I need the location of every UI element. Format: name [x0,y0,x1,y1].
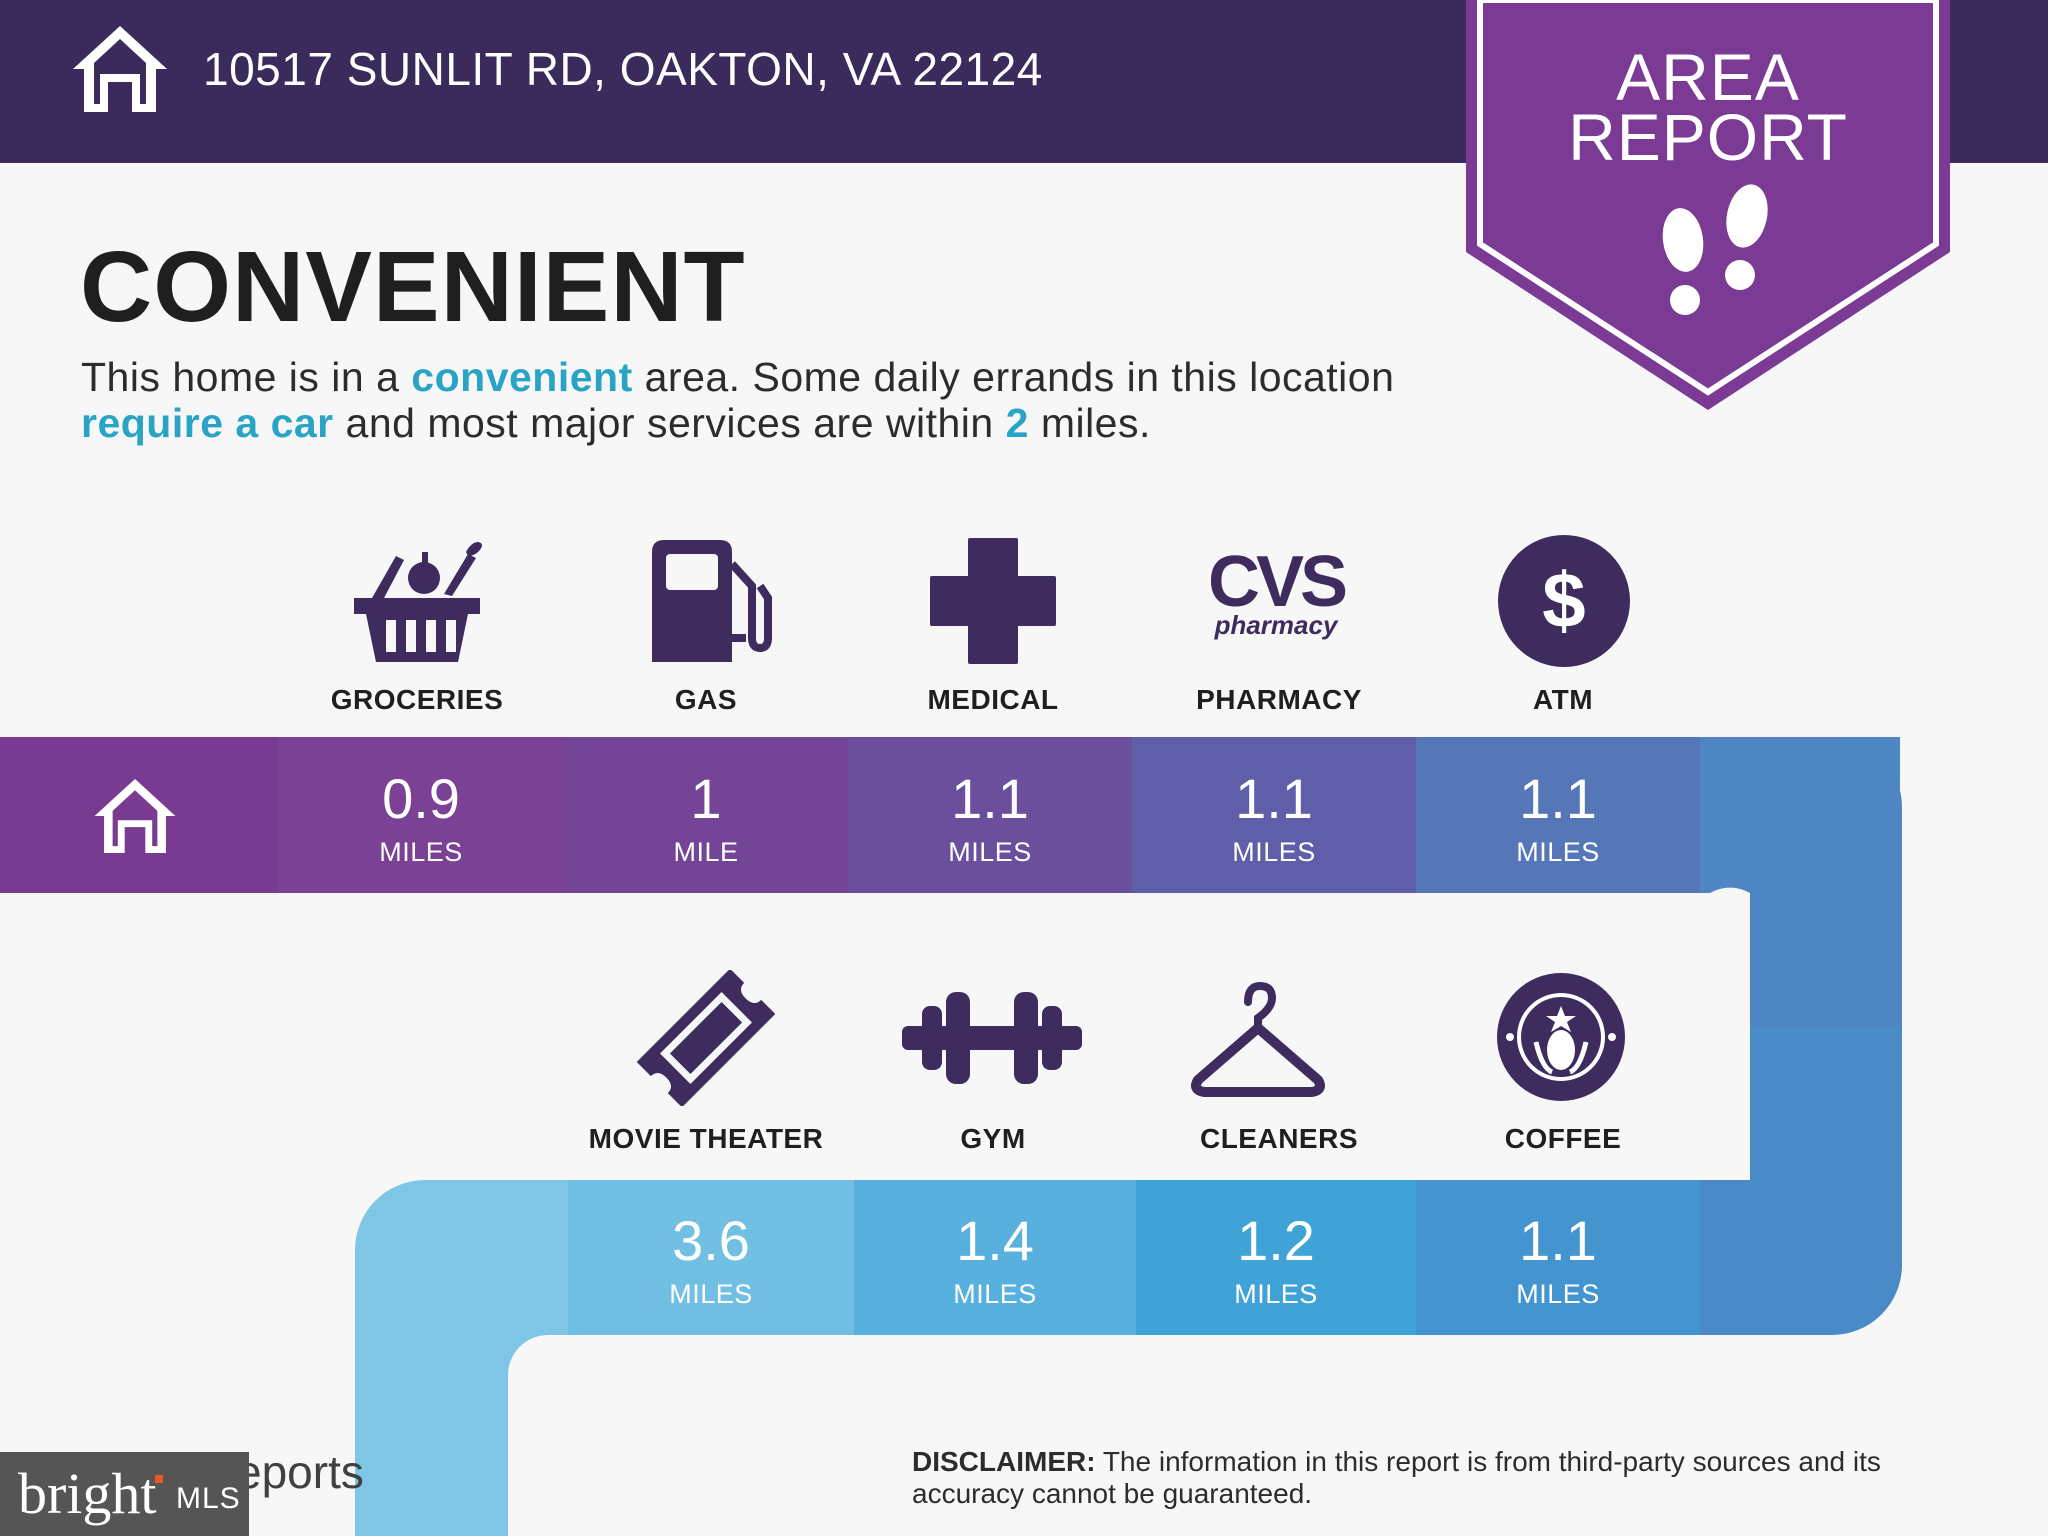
distance-unit: MILES [379,837,463,867]
distance-unit: MILES [1232,837,1316,867]
highlight-convenient: convenient [411,354,633,400]
disclaimer-text: The information in this report is from t… [912,1446,1881,1509]
bright-mls-watermark: bright MLS [0,1452,249,1536]
category-label-groceries: GROCERIES [330,684,504,715]
distance-cell-pharmacy: 1.1 MILES [1132,737,1416,893]
distance-cell-cleaners: 1.2 MILES [1136,1180,1416,1335]
category-label-gas: GAS [674,684,738,715]
watermark-dot [155,1475,163,1483]
footsteps-icon [1662,184,1768,315]
distance-unit: MILE [673,837,739,867]
svg-text:pharmacy: pharmacy [1214,610,1339,640]
distance-value: 1 [690,767,722,830]
distance-value: 1.2 [1237,1209,1315,1272]
cvs-pharmacy-logo: CVS pharmacy [1208,548,1350,640]
category-label-medical: MEDICAL [927,684,1059,715]
dumbbell-icon [902,992,1082,1084]
distance-value: 1.1 [1519,767,1597,830]
medical-cross-icon [930,538,1056,664]
distance-unit: MILES [948,837,1032,867]
distance-unit: MILES [669,1279,753,1309]
dollar-icon: $ [1498,535,1630,667]
home-icon [73,26,167,112]
distance-cell-gym: 1.4 MILES [854,1180,1136,1335]
page-title: CONVENIENT [80,231,746,343]
distance-cell-coffee: 1.1 MILES [1416,1180,1700,1335]
distance-unit: MILES [953,1279,1037,1309]
distance-value: 1.1 [951,767,1029,830]
ticket-icon [636,970,776,1106]
home-icon [94,779,176,853]
distance-cell-atm: 1.1 MILES [1416,737,1700,893]
category-label-movie-theater: MOVIE THEATER [588,1123,824,1154]
distance-cell-movie-theater: 3.6 MILES [568,1180,854,1335]
area-report-badge [1466,0,1950,410]
svg-text:CVS: CVS [1208,548,1346,622]
disclaimer-label: DISCLAIMER: [912,1446,1096,1477]
distance-value: 1.1 [1235,767,1313,830]
hanger-icon [1191,981,1325,1097]
description-text: This home is in a [81,354,412,400]
highlight-require-car: require a car [81,400,334,446]
badge-title-line1: AREA [1616,40,1800,114]
watermark-mls: MLS [176,1482,241,1515]
description-text: area. Some daily errands in this locatio… [632,354,1395,400]
watermark-word: bright [18,1461,157,1526]
description-text: miles. [1028,400,1151,446]
distance-value: 1.4 [956,1209,1034,1272]
home-start-cell [0,737,278,893]
category-label-atm: ATM [1532,684,1594,715]
category-label-gym: GYM [960,1123,1026,1154]
distance-value: 0.9 [382,767,460,830]
grocery-basket-icon [354,542,482,662]
description-text: and most major services are within [333,400,1006,446]
category-label-coffee: COFFEE [1504,1123,1622,1154]
distance-value: 1.1 [1519,1209,1597,1272]
highlight-miles-number: 2 [1005,400,1029,446]
reports-brand-text: eports [236,1446,364,1498]
starbucks-logo [1497,973,1625,1101]
distance-unit: MILES [1516,1279,1600,1309]
category-label-pharmacy: PHARMACY [1196,684,1362,715]
gas-pump-icon [652,540,772,662]
property-address: 10517 SUNLIT RD, OAKTON, VA 22124 [203,43,1043,95]
disclaimer: DISCLAIMER: The information in this repo… [912,1446,1992,1510]
badge-title-line2: REPORT [1568,100,1848,174]
distance-unit: MILES [1516,837,1600,867]
svg-text:$: $ [1542,556,1585,644]
distance-cell-gas: 1 MILE [564,737,848,893]
distance-unit: MILES [1234,1279,1318,1309]
distance-value: 3.6 [672,1209,750,1272]
category-label-cleaners: CLEANERS [1199,1123,1358,1154]
distance-cell-medical: 1.1 MILES [848,737,1132,893]
distance-cell-groceries: 0.9 MILES [278,737,564,893]
convenience-description: This home is in a convenient area. Some … [81,354,1481,446]
